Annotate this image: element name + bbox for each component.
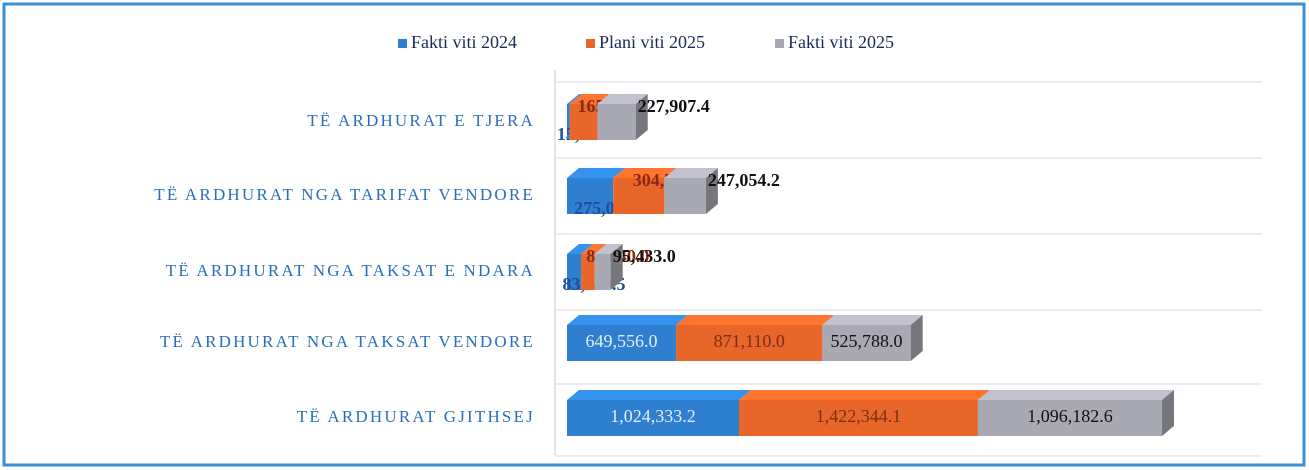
bar	[567, 104, 570, 140]
value-label: 1,024,333.2	[610, 406, 696, 426]
bar-side	[910, 315, 923, 361]
value-label: 649,556.0	[586, 331, 658, 351]
legend-swatch	[586, 39, 595, 48]
bar-side	[635, 94, 648, 140]
value-label: 95,433.0	[613, 246, 676, 266]
value-label: 871,110.0	[714, 331, 785, 351]
bar	[567, 178, 614, 214]
bar	[569, 104, 598, 140]
bar-top	[567, 168, 626, 178]
value-label: 1,422,344.1	[816, 406, 902, 426]
value-label: 247,054.2	[708, 170, 780, 190]
bar	[567, 254, 582, 290]
category-label: TË ARDHURAT NGA TARIFAT VENDORE	[154, 185, 535, 204]
bar-top	[567, 244, 594, 254]
legend-label: Fakti viti 2024	[411, 32, 517, 52]
bar	[739, 400, 978, 436]
legend-swatch	[398, 39, 407, 48]
category-label: TË ARDHURAT NGA TAKSAT E NDARA	[166, 261, 535, 280]
bar-top	[594, 244, 623, 254]
legend-label: Plani viti 2025	[599, 32, 705, 52]
bar	[613, 178, 665, 214]
bar-top	[569, 94, 610, 104]
bar	[977, 400, 1162, 436]
bar-top	[597, 94, 648, 104]
bar	[597, 104, 636, 140]
value-label: 525,788.0	[831, 331, 903, 351]
bar-top	[567, 315, 689, 325]
legend-swatch	[775, 39, 784, 48]
bar	[822, 325, 911, 361]
bar	[581, 254, 595, 290]
bar	[664, 178, 706, 214]
bar-side	[1162, 390, 1174, 436]
value-label: 1,096,182.6	[1027, 406, 1113, 426]
bar-top	[977, 390, 1174, 400]
category-label: TË ARDHURAT GJITHSEJ	[297, 407, 535, 426]
bar-top	[567, 390, 752, 400]
bar-side	[705, 168, 718, 214]
bar	[594, 254, 611, 290]
legend-label: Fakti viti 2025	[788, 32, 894, 52]
bar-top	[567, 94, 582, 104]
bar	[567, 400, 740, 436]
bar-top	[664, 168, 718, 178]
value-label: 227,907.4	[638, 96, 710, 116]
bar-side	[610, 244, 623, 290]
bar-top	[822, 315, 923, 325]
bar-top	[581, 244, 607, 254]
bar-top	[676, 315, 835, 325]
bar	[676, 325, 823, 361]
category-label: TË ARDHURAT E TJERA	[307, 111, 535, 130]
bar-top	[739, 390, 990, 400]
bar	[567, 325, 677, 361]
category-label: TË ARDHURAT NGA TAKSAT VENDORE	[160, 332, 535, 351]
bar-top	[613, 168, 677, 178]
